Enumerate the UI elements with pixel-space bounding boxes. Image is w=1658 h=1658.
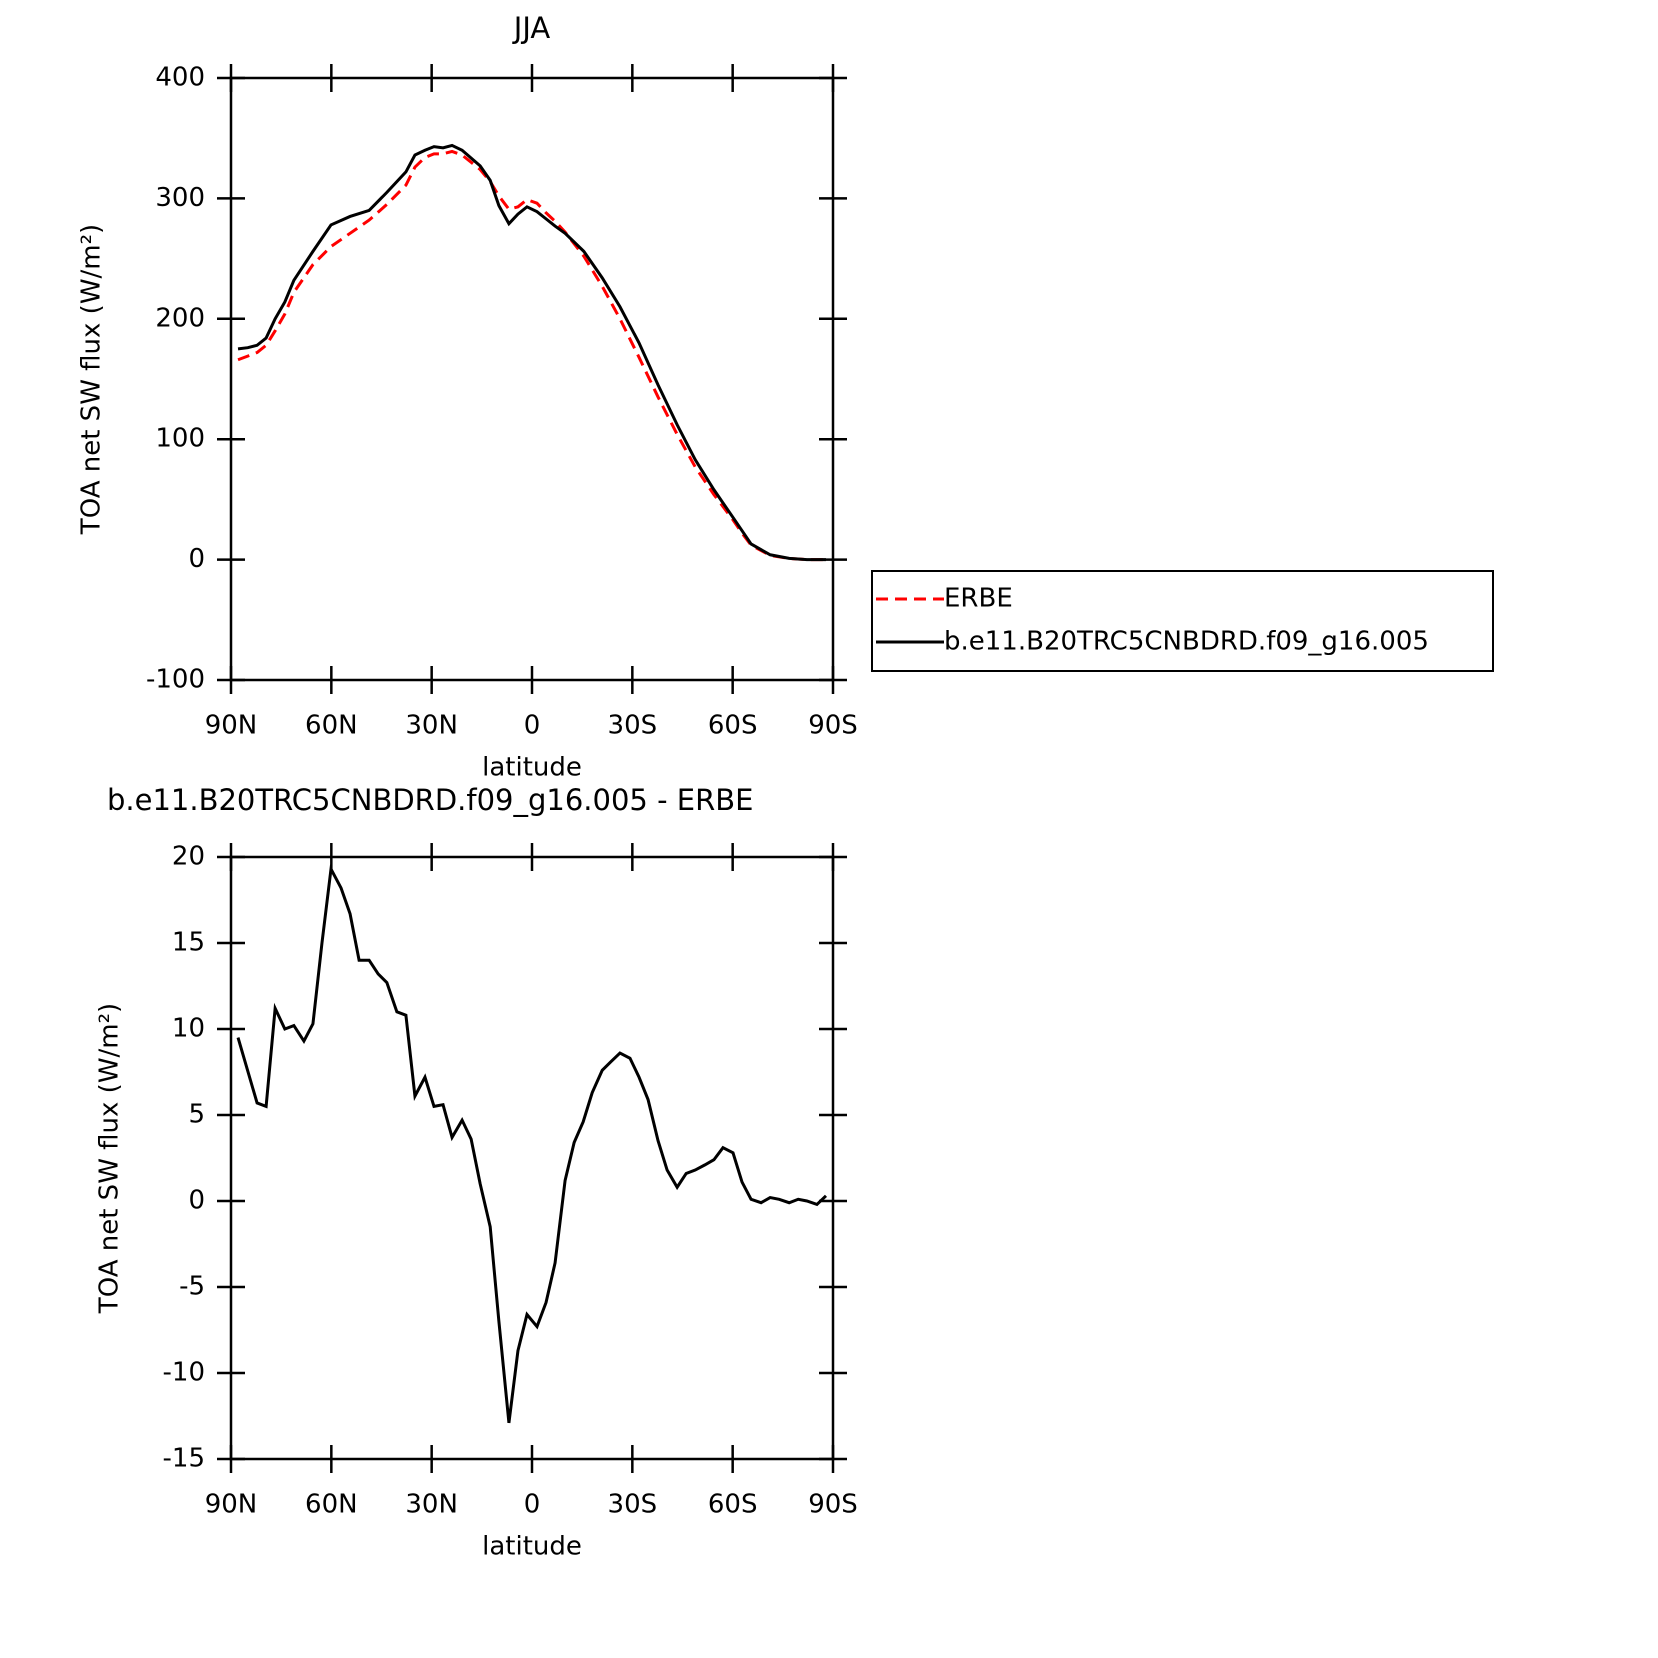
chart-title: JJA bbox=[512, 11, 551, 45]
x-tick-label: 90N bbox=[205, 711, 258, 741]
y-axis-label: TOA net SW flux (W/m²) bbox=[95, 1003, 125, 1314]
x-tick-label: 90S bbox=[808, 1490, 858, 1520]
y-tick-label: 0 bbox=[188, 544, 205, 574]
series-line bbox=[236, 864, 828, 1424]
legend-label: ERBE bbox=[944, 584, 1013, 614]
y-tick-label: 400 bbox=[155, 63, 205, 93]
x-tick-label: 30S bbox=[608, 1490, 658, 1520]
x-tick-label: 0 bbox=[524, 711, 541, 741]
x-tick-label: 30N bbox=[405, 711, 458, 741]
y-tick-label: 200 bbox=[155, 303, 205, 333]
legend-label: b.e11.B20TRC5CNBDRD.f09_g16.005 bbox=[944, 627, 1429, 657]
y-tick-label: -100 bbox=[146, 665, 205, 695]
y-tick-label: -10 bbox=[163, 1358, 205, 1388]
x-tick-label: 60N bbox=[305, 1490, 358, 1520]
x-tick-label: 30N bbox=[405, 1490, 458, 1520]
y-tick-label: 10 bbox=[172, 1014, 205, 1044]
y-tick-label: -15 bbox=[163, 1444, 205, 1474]
y-tick-label: 20 bbox=[172, 842, 205, 872]
x-tick-label: 60N bbox=[305, 711, 358, 741]
x-tick-label: 60S bbox=[708, 1490, 758, 1520]
plot-frame bbox=[229, 76, 835, 682]
x-tick-label: 60S bbox=[708, 711, 758, 741]
series-line bbox=[237, 143, 826, 562]
chart-title: b.e11.B20TRC5CNBDRD.f09_g16.005 - ERBE bbox=[107, 783, 753, 817]
x-tick-label: 30S bbox=[608, 711, 658, 741]
legend-box bbox=[871, 570, 1494, 672]
y-axis-label: TOA net SW flux (W/m²) bbox=[77, 224, 107, 535]
x-tick-label: 0 bbox=[524, 1490, 541, 1520]
x-axis-label: latitude bbox=[482, 753, 582, 783]
y-tick-label: 5 bbox=[188, 1100, 205, 1130]
y-tick-label: -5 bbox=[179, 1272, 205, 1302]
x-axis-label: latitude bbox=[482, 1532, 582, 1562]
x-tick-label: 90S bbox=[808, 711, 858, 741]
x-tick-label: 90N bbox=[205, 1490, 258, 1520]
y-tick-label: 15 bbox=[172, 928, 205, 958]
series-line bbox=[237, 149, 826, 562]
y-tick-label: 300 bbox=[155, 183, 205, 213]
y-tick-label: 100 bbox=[155, 424, 205, 454]
plot-frame bbox=[229, 855, 835, 1461]
y-tick-label: 0 bbox=[188, 1186, 205, 1216]
